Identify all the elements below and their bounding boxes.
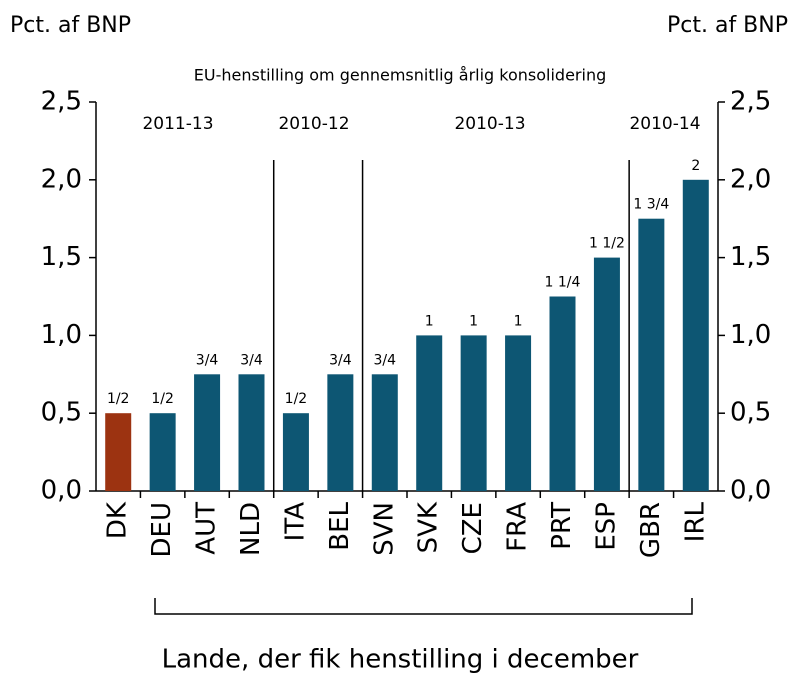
x-axis-label: Lande, der fik henstilling i december (162, 645, 639, 675)
data-label: 1 1/2 (589, 236, 625, 252)
data-label: 1 1/4 (545, 275, 581, 291)
bar (327, 374, 354, 491)
data-label: 1 (469, 313, 478, 329)
y-tick-label: 2,5 (41, 87, 82, 117)
y-tick-label: 2,0 (41, 164, 82, 194)
chart-title: EU-henstilling om gennemsnitlig årlig ko… (194, 66, 606, 85)
bar (682, 179, 709, 492)
group-label: 2010-13 (454, 114, 525, 134)
data-label: 2 (691, 158, 700, 174)
bar (149, 413, 176, 491)
group-label: 2010-12 (278, 114, 349, 134)
x-tick-label: DEU (147, 502, 177, 557)
y2-tick-label: 1,5 (730, 242, 771, 272)
y2-tick-label: 1,0 (730, 320, 771, 350)
bar (638, 218, 665, 491)
x-tick-label: SVN (369, 502, 399, 556)
bar (194, 374, 221, 491)
data-label: 3/4 (240, 352, 263, 368)
x-tick-label: PRT (547, 502, 577, 550)
x-tick-label: SVK (414, 501, 444, 553)
data-label: 1 (514, 313, 523, 329)
x-tick-label: CZE (458, 502, 488, 554)
data-label: 1 3/4 (633, 197, 669, 213)
bracket (154, 598, 693, 615)
bar (371, 374, 398, 491)
data-label: 1 (425, 313, 434, 329)
data-label: 1/2 (151, 391, 174, 407)
data-label: 1/2 (107, 391, 130, 407)
y-axis-label: Pct. af BNP (10, 13, 131, 38)
y-tick-label: 1,5 (41, 242, 82, 272)
data-label: 1/2 (285, 391, 308, 407)
x-tick-label: DK (103, 501, 133, 539)
x-tick-label: NLD (236, 502, 266, 556)
x-tick-label: GBR (636, 502, 666, 558)
x-tick-label: AUT (192, 502, 222, 555)
bar (105, 413, 132, 491)
bar (460, 335, 487, 491)
bar (238, 374, 265, 491)
y2-tick-label: 2,5 (730, 87, 771, 117)
x-tick-label: ITA (280, 502, 310, 542)
x-tick-label: BEL (325, 501, 355, 550)
bar (416, 335, 443, 491)
x-tick-label: IRL (680, 501, 710, 542)
group-label: 2011-13 (142, 114, 213, 134)
bar (593, 257, 620, 491)
bar (282, 413, 309, 491)
y2-axis-label: Pct. af BNP (667, 13, 788, 38)
group-label: 2010-14 (629, 114, 700, 134)
y-tick-label: 0,5 (41, 398, 82, 428)
y2-tick-label: 0,0 (730, 476, 771, 506)
data-label: 3/4 (374, 352, 397, 368)
data-label: 3/4 (196, 352, 219, 368)
y-tick-label: 1,0 (41, 320, 82, 350)
data-label: 3/4 (329, 352, 352, 368)
y2-tick-label: 2,0 (730, 164, 771, 194)
bar (549, 296, 576, 491)
y2-tick-label: 0,5 (730, 398, 771, 428)
y-tick-label: 0,0 (41, 476, 82, 506)
x-tick-label: ESP (591, 502, 621, 551)
bar (505, 335, 532, 491)
x-tick-label: FRA (503, 502, 533, 552)
